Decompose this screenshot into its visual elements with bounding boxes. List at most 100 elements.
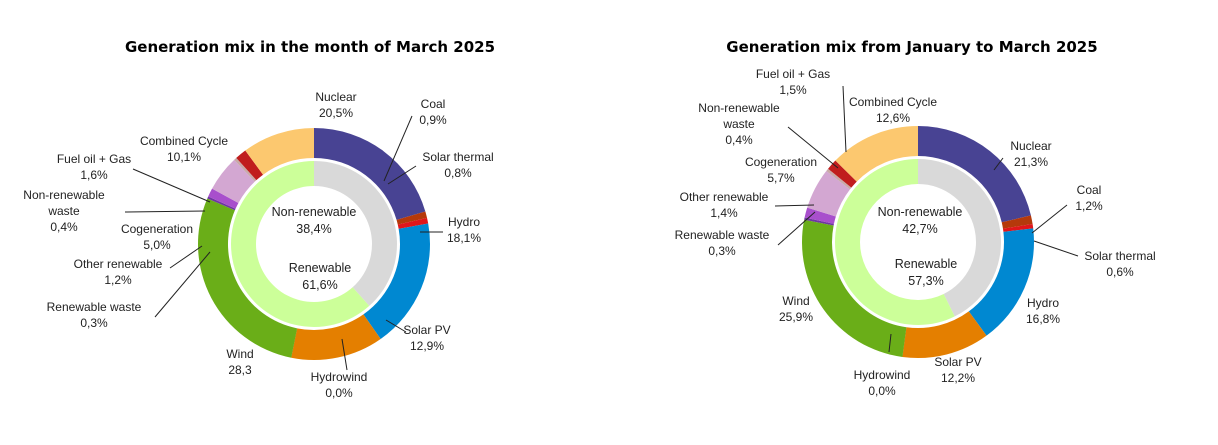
label-nuclear: Nuclear — [1010, 139, 1051, 153]
label-non-renewable-waste-line1: Non-renewable — [698, 101, 780, 115]
leader-line-renewable-waste — [154, 251, 211, 318]
leader-line-non-renewable-waste — [787, 126, 839, 169]
leader-line-hydrowind — [341, 338, 348, 371]
label-coal: Coal — [1077, 183, 1102, 197]
inner-value-non-renewable: 42,7% — [902, 222, 937, 236]
value-solar-pv: 12,2% — [941, 371, 975, 385]
inner-value-renewable: 61,6% — [302, 278, 337, 292]
value-nuclear: 20,5% — [319, 106, 353, 120]
slice-hydro — [363, 223, 430, 339]
slice-other-renewable — [804, 207, 836, 224]
chart-title: Generation mix from January to March 202… — [726, 38, 1097, 56]
label-cogeneration: Cogeneration — [121, 222, 193, 236]
inner-label-renewable: Renewable — [895, 257, 958, 271]
slice-non-renewable-waste — [234, 157, 257, 182]
label-hydro: Hydro — [448, 215, 480, 229]
label-non-renewable-waste-line1: Non-renewable — [23, 188, 105, 202]
leader-line-hydrowind — [888, 333, 892, 353]
slice-hydro — [968, 228, 1034, 336]
label-hydro: Hydro — [1027, 296, 1059, 310]
slice-coal — [1001, 215, 1033, 229]
slice-fuel-oil-gas — [828, 160, 857, 188]
value-hydrowind: 0,0% — [325, 386, 353, 400]
value-cogeneration: 5,7% — [767, 171, 795, 185]
inner-value-non-renewable: 38,4% — [296, 222, 331, 236]
slice-renewable-waste — [804, 217, 834, 226]
label-non-renewable-waste-line2: waste — [722, 117, 755, 131]
slice-wind — [198, 198, 298, 358]
slice-renewable-waste — [207, 196, 236, 211]
label-combined-cycle: Combined Cycle — [849, 95, 937, 109]
inner-slice-renewable — [834, 158, 955, 325]
leader-line-nuclear — [993, 157, 1004, 171]
label-renewable-waste: Renewable waste — [675, 228, 770, 242]
value-non-renewable-waste: 0,4% — [50, 220, 78, 234]
label-renewable-waste: Renewable waste — [47, 300, 142, 314]
leader-line-other-renewable — [774, 204, 815, 207]
value-renewable-waste: 0,3% — [708, 244, 736, 258]
slice-solar-thermal — [397, 217, 429, 229]
inner-label-non-renewable: Non-renewable — [878, 205, 963, 219]
leader-line-solar-pv — [385, 319, 407, 333]
value-cogeneration: 5,0% — [143, 238, 171, 252]
label-solar-thermal: Solar thermal — [1084, 249, 1155, 263]
value-other-renewable: 1,2% — [104, 273, 132, 287]
value-hydro: 18,1% — [447, 231, 481, 245]
leader-line-coal — [383, 115, 413, 182]
label-nuclear: Nuclear — [315, 90, 356, 104]
leader-line-renewable-waste — [777, 211, 816, 246]
value-combined-cycle: 12,6% — [876, 111, 910, 125]
inner-slice-non-renewable — [918, 159, 1001, 317]
label-wind: Wind — [226, 347, 253, 361]
label-solar-pv: Solar PV — [934, 355, 981, 369]
slice-cogeneration — [807, 170, 850, 217]
leader-line-coal — [1031, 204, 1068, 234]
slice-solar-pv — [902, 311, 987, 359]
leader-line-non-renewable-waste — [124, 210, 206, 213]
slice-wind — [801, 219, 907, 357]
leader-line-fuel-oil-gas — [132, 168, 211, 203]
label-solar-pv: Solar PV — [403, 323, 450, 337]
slice-combined-cycle — [245, 128, 314, 175]
slice-solar-thermal — [1002, 224, 1034, 232]
label-solar-thermal: Solar thermal — [422, 150, 493, 164]
slice-fuel-oil-gas — [236, 150, 264, 181]
label-cogeneration: Cogeneration — [745, 155, 817, 169]
chart-jan-to-mar-2025: Generation mix from January to March 202… — [675, 38, 1156, 398]
label-hydrowind: Hydrowind — [311, 370, 368, 384]
label-coal: Coal — [421, 97, 446, 111]
leader-line-fuel-oil-gas — [842, 85, 847, 153]
slice-non-renewable-waste — [826, 168, 852, 190]
inner-label-non-renewable: Non-renewable — [272, 205, 357, 219]
value-coal: 1,2% — [1075, 199, 1103, 213]
slice-nuclear — [918, 126, 1031, 223]
slice-other-renewable — [208, 188, 239, 209]
chart-march-2025: Generation mix in the month of March 202… — [23, 38, 495, 400]
slice-nuclear — [314, 128, 426, 220]
value-wind: 28,3 — [228, 363, 252, 377]
value-solar-pv: 12,9% — [410, 339, 444, 353]
label-fuel-oil-gas: Fuel oil + Gas — [57, 152, 131, 166]
value-coal: 0,9% — [419, 113, 447, 127]
leader-line-other-renewable — [169, 245, 203, 269]
slice-combined-cycle — [835, 126, 918, 182]
label-fuel-oil-gas: Fuel oil + Gas — [756, 67, 830, 81]
inner-value-renewable: 57,3% — [908, 274, 943, 288]
slice-solar-pv — [291, 314, 381, 360]
value-fuel-oil-gas: 1,6% — [80, 168, 108, 182]
chart-title: Generation mix in the month of March 202… — [125, 38, 495, 56]
value-hydrowind: 0,0% — [868, 384, 896, 398]
value-other-renewable: 1,4% — [710, 206, 738, 220]
leader-line-solar-thermal — [1033, 240, 1079, 257]
leader-line-solar-thermal — [387, 165, 417, 185]
label-wind: Wind — [782, 294, 809, 308]
value-combined-cycle: 10,1% — [167, 150, 201, 164]
label-combined-cycle: Combined Cycle — [140, 134, 228, 148]
label-hydrowind: Hydrowind — [854, 368, 911, 382]
value-renewable-waste: 0,3% — [80, 316, 108, 330]
value-solar-thermal: 0,6% — [1106, 265, 1134, 279]
value-nuclear: 21,3% — [1014, 155, 1048, 169]
inner-label-renewable: Renewable — [289, 261, 352, 275]
label-other-renewable: Other renewable — [74, 257, 163, 271]
